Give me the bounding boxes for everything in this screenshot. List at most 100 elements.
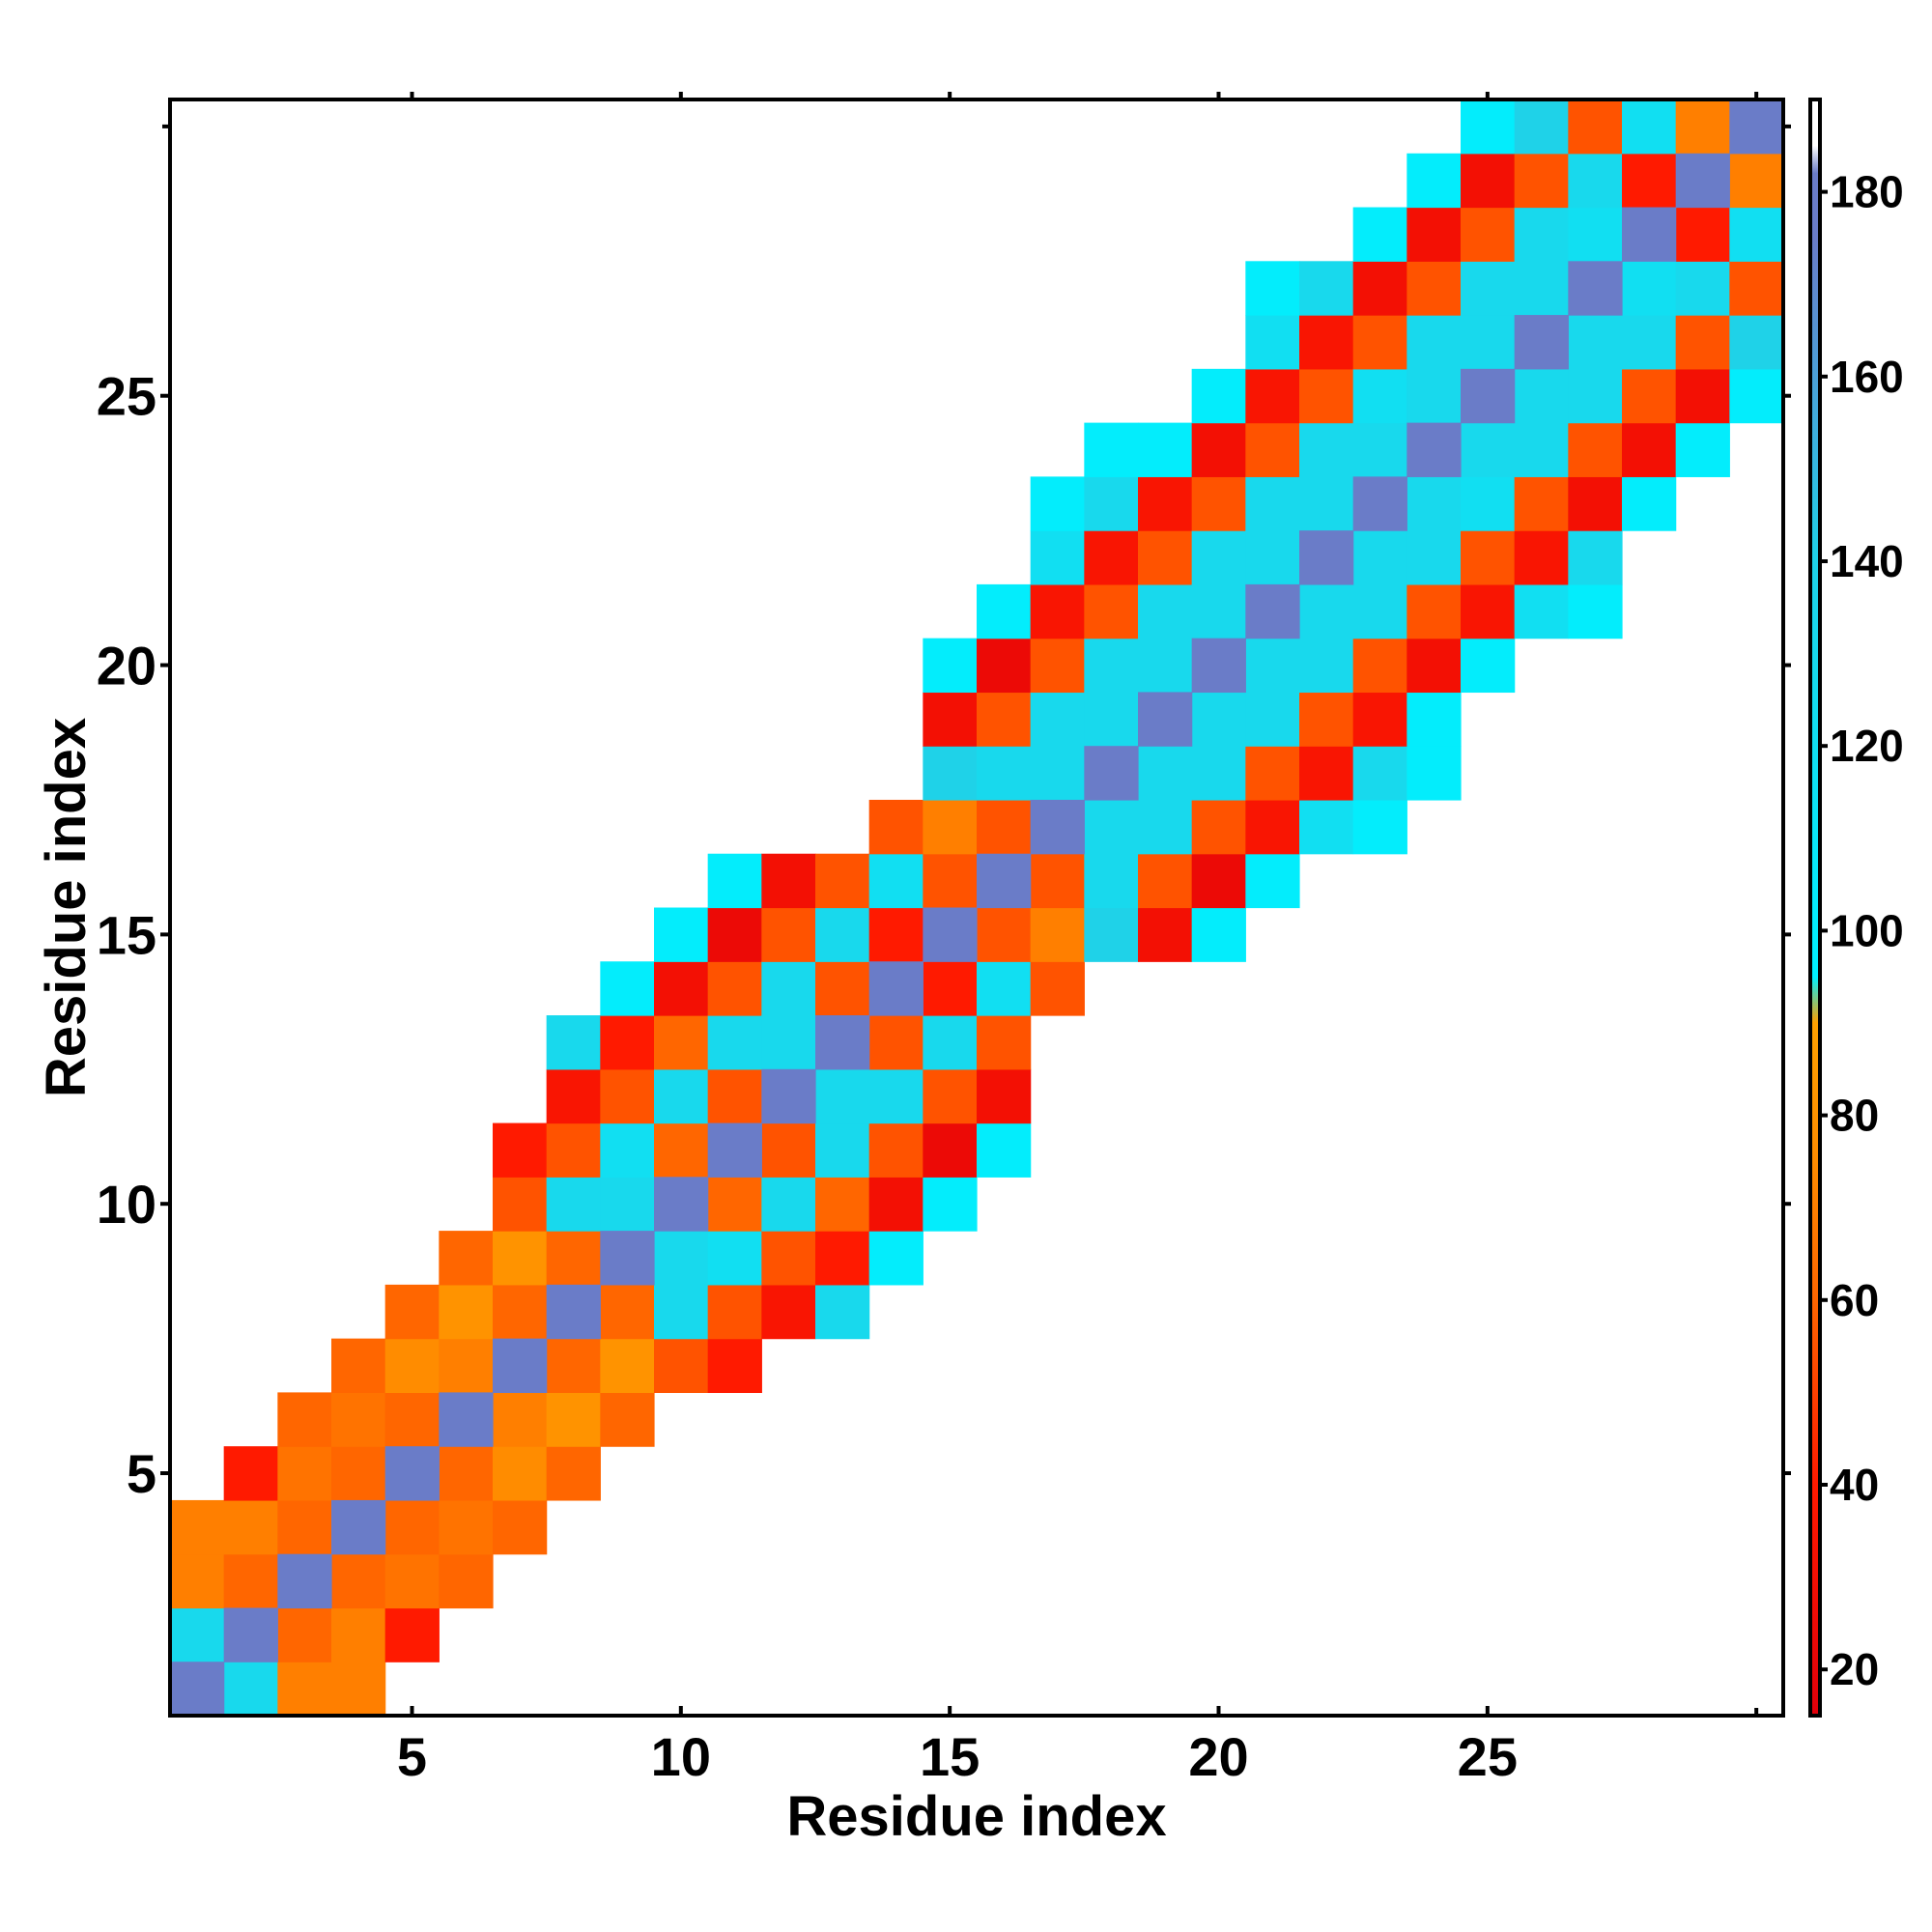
heatmap-cell [1245,746,1300,801]
heatmap-cell [761,1122,816,1178]
heatmap-cell [546,1015,601,1070]
heatmap-cell [977,1068,1032,1124]
colorbar-tick-label: 60 [1830,1275,1879,1325]
heatmap-cell [546,1231,601,1286]
heatmap-cell [1084,638,1139,694]
heatmap-cell [600,1392,655,1447]
heatmap-cell [923,853,978,909]
heatmap-cell [600,1284,655,1340]
heatmap-cell [1568,422,1623,477]
heatmap-cell [223,1662,278,1717]
heatmap-cell [600,1122,655,1178]
heatmap-cell [1352,583,1407,639]
heatmap-cell [384,1338,440,1393]
heatmap-cell [1461,368,1516,424]
heatmap-cell [1030,476,1085,531]
colorbar-tick-label: 120 [1830,721,1904,771]
heatmap-cell [923,1015,978,1070]
heatmap-cell [600,1177,655,1232]
heatmap-cell [439,1499,494,1555]
colorbar-tick-label: 80 [1830,1091,1879,1141]
heatmap-cell [977,961,1032,1016]
heatmap-cell [1406,746,1462,801]
heatmap-cell [707,853,762,909]
heatmap-cell [1622,261,1677,316]
heatmap-cell [546,1446,601,1501]
heatmap-cell [1568,207,1623,262]
heatmap-cell [868,907,923,962]
heatmap-cell [1299,261,1354,316]
heatmap-cell [923,746,978,801]
heatmap-cell [1514,583,1569,639]
heatmap-cell [223,1499,278,1555]
x-tick-label: 20 [1188,1726,1248,1787]
heatmap-cell [1138,746,1193,801]
heatmap-cell [977,746,1032,801]
heatmap-cell [384,1553,440,1609]
heatmap-cell [923,1122,978,1178]
heatmap-cell [815,1231,870,1286]
heatmap-cell [1622,368,1677,424]
heatmap-cells [170,99,1784,1717]
heatmap-cell [277,1607,332,1662]
colorbar-tick-label: 160 [1830,352,1904,402]
heatmap-cell [815,1122,870,1178]
heatmap-cell [1030,638,1085,694]
heatmap-cell [223,1553,278,1609]
heatmap-cell [707,1284,762,1340]
heatmap-cell [1030,961,1085,1016]
heatmap-cell [1675,153,1730,209]
heatmap-cell [1299,315,1354,370]
heatmap-cell [1299,638,1354,694]
heatmap-cell [546,1392,601,1447]
heatmap-cell [439,1231,494,1286]
heatmap-cell [1729,315,1784,370]
heatmap-cell [1084,853,1139,909]
heatmap-cell [384,1284,440,1340]
heatmap-cell [654,1284,709,1340]
heatmap-cell [1406,368,1462,424]
heatmap-cell [600,1015,655,1070]
heatmap-cell [868,1122,923,1178]
heatmap-cell [654,1231,709,1286]
heatmap-cell [1084,799,1139,855]
heatmap-cell [1406,153,1462,209]
heatmap-cell [600,1231,655,1286]
heatmap-cell [384,1499,440,1555]
heatmap-cell [1622,476,1677,531]
heatmap-cell [923,1177,978,1232]
heatmap-cell [1084,422,1139,477]
colorbar-gradient [1808,98,1822,1718]
colorbar-tick-label: 100 [1830,905,1904,955]
heatmap-cell [815,1284,870,1340]
heatmap-cell [493,1392,548,1447]
heatmap-cell [1568,530,1623,585]
heatmap-cell [1084,476,1139,531]
heatmap-cell [1675,99,1730,155]
heatmap-cell [1514,422,1569,477]
heatmap-cell [1191,476,1246,531]
heatmap-cell [1568,583,1623,639]
x-tick-label: 10 [651,1726,711,1787]
heatmap-cell [170,1553,225,1609]
heatmap-cell [1245,692,1300,747]
heatmap-cell [923,961,978,1016]
heatmap-cell [868,799,923,855]
heatmap-cell [1138,853,1193,909]
heatmap-cell [654,1015,709,1070]
heatmap-cell [277,1662,332,1717]
heatmap-cell [1514,99,1569,155]
heatmap-cell [1461,422,1516,477]
heatmap-cell [923,799,978,855]
heatmap-cell [1245,853,1300,909]
heatmap-cell [1352,638,1407,694]
heatmap-cell [546,1338,601,1393]
heatmap-cell [1245,583,1300,639]
heatmap-cell [977,583,1032,639]
heatmap-cell [1514,530,1569,585]
heatmap-cell [707,1122,762,1178]
heatmap-cell [439,1553,494,1609]
heatmap-cell [331,1446,386,1501]
y-tick-label: 15 [97,904,156,965]
